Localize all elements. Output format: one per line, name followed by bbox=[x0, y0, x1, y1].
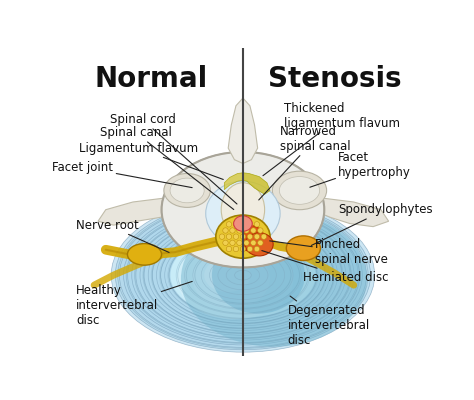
Ellipse shape bbox=[128, 208, 358, 342]
Ellipse shape bbox=[132, 210, 354, 340]
Ellipse shape bbox=[148, 220, 337, 330]
Circle shape bbox=[219, 234, 225, 239]
Circle shape bbox=[237, 228, 242, 233]
Text: Facet
hypertrophy: Facet hypertrophy bbox=[310, 151, 411, 187]
Ellipse shape bbox=[245, 233, 273, 256]
Text: Spinal canal: Spinal canal bbox=[100, 126, 234, 210]
Ellipse shape bbox=[221, 183, 264, 237]
Circle shape bbox=[247, 246, 253, 252]
Circle shape bbox=[244, 240, 249, 246]
Text: Thickened
ligamentum flavum: Thickened ligamentum flavum bbox=[263, 102, 400, 176]
Ellipse shape bbox=[206, 181, 280, 246]
Text: Degenerated
intervertebral
disc: Degenerated intervertebral disc bbox=[288, 296, 370, 347]
Ellipse shape bbox=[286, 236, 320, 260]
Polygon shape bbox=[98, 198, 172, 225]
Circle shape bbox=[240, 222, 246, 227]
Ellipse shape bbox=[212, 237, 305, 314]
Ellipse shape bbox=[156, 225, 329, 326]
Text: Nerve root: Nerve root bbox=[76, 218, 169, 252]
Ellipse shape bbox=[170, 178, 204, 203]
Ellipse shape bbox=[164, 230, 321, 321]
Ellipse shape bbox=[136, 212, 350, 338]
Circle shape bbox=[258, 240, 263, 246]
Circle shape bbox=[247, 234, 253, 239]
Ellipse shape bbox=[161, 227, 325, 323]
Ellipse shape bbox=[177, 239, 293, 319]
Circle shape bbox=[240, 234, 246, 239]
Ellipse shape bbox=[279, 176, 319, 204]
Circle shape bbox=[230, 228, 235, 233]
Circle shape bbox=[226, 222, 232, 227]
Ellipse shape bbox=[173, 234, 313, 316]
Circle shape bbox=[251, 228, 256, 233]
Ellipse shape bbox=[144, 218, 342, 333]
Text: Healthy
intervertebral
disc: Healthy intervertebral disc bbox=[76, 282, 192, 328]
Ellipse shape bbox=[192, 250, 270, 308]
Ellipse shape bbox=[115, 200, 371, 350]
Circle shape bbox=[237, 240, 242, 246]
Text: Spondylophytes: Spondylophytes bbox=[311, 203, 433, 246]
Circle shape bbox=[244, 228, 249, 233]
Ellipse shape bbox=[169, 232, 317, 318]
Circle shape bbox=[240, 246, 246, 252]
Circle shape bbox=[230, 240, 235, 246]
Ellipse shape bbox=[119, 203, 366, 347]
Circle shape bbox=[254, 246, 260, 252]
Circle shape bbox=[251, 240, 256, 246]
Circle shape bbox=[233, 222, 239, 227]
Circle shape bbox=[247, 222, 253, 227]
Ellipse shape bbox=[181, 211, 367, 347]
Text: Normal: Normal bbox=[94, 65, 207, 93]
Circle shape bbox=[226, 234, 232, 239]
Text: Pinched
spinal nerve: Pinched spinal nerve bbox=[270, 238, 388, 266]
Circle shape bbox=[233, 234, 239, 239]
Text: Spinal cord: Spinal cord bbox=[109, 113, 237, 204]
Ellipse shape bbox=[164, 174, 210, 207]
Polygon shape bbox=[243, 173, 270, 194]
Text: Herniated disc: Herniated disc bbox=[262, 250, 389, 284]
Ellipse shape bbox=[162, 152, 324, 268]
Ellipse shape bbox=[128, 244, 162, 265]
Text: Stenosis: Stenosis bbox=[268, 65, 402, 93]
Text: Ligamentum flavum: Ligamentum flavum bbox=[79, 142, 223, 180]
Circle shape bbox=[258, 228, 263, 233]
Ellipse shape bbox=[204, 258, 251, 292]
Circle shape bbox=[233, 246, 239, 252]
Circle shape bbox=[226, 246, 232, 252]
Polygon shape bbox=[243, 225, 264, 252]
Polygon shape bbox=[228, 98, 258, 164]
Ellipse shape bbox=[216, 215, 270, 258]
Ellipse shape bbox=[140, 215, 346, 335]
Text: Narrowed
spinal canal: Narrowed spinal canal bbox=[259, 125, 351, 200]
Circle shape bbox=[254, 234, 260, 239]
Circle shape bbox=[261, 234, 266, 239]
Circle shape bbox=[223, 240, 228, 246]
Ellipse shape bbox=[152, 222, 334, 328]
Circle shape bbox=[254, 222, 260, 227]
Ellipse shape bbox=[273, 171, 327, 210]
Ellipse shape bbox=[111, 198, 374, 352]
Ellipse shape bbox=[234, 216, 252, 231]
Polygon shape bbox=[321, 198, 389, 227]
Text: Facet joint: Facet joint bbox=[53, 161, 192, 188]
Circle shape bbox=[223, 228, 228, 233]
Ellipse shape bbox=[171, 233, 315, 318]
Ellipse shape bbox=[124, 205, 362, 345]
Polygon shape bbox=[224, 173, 243, 190]
